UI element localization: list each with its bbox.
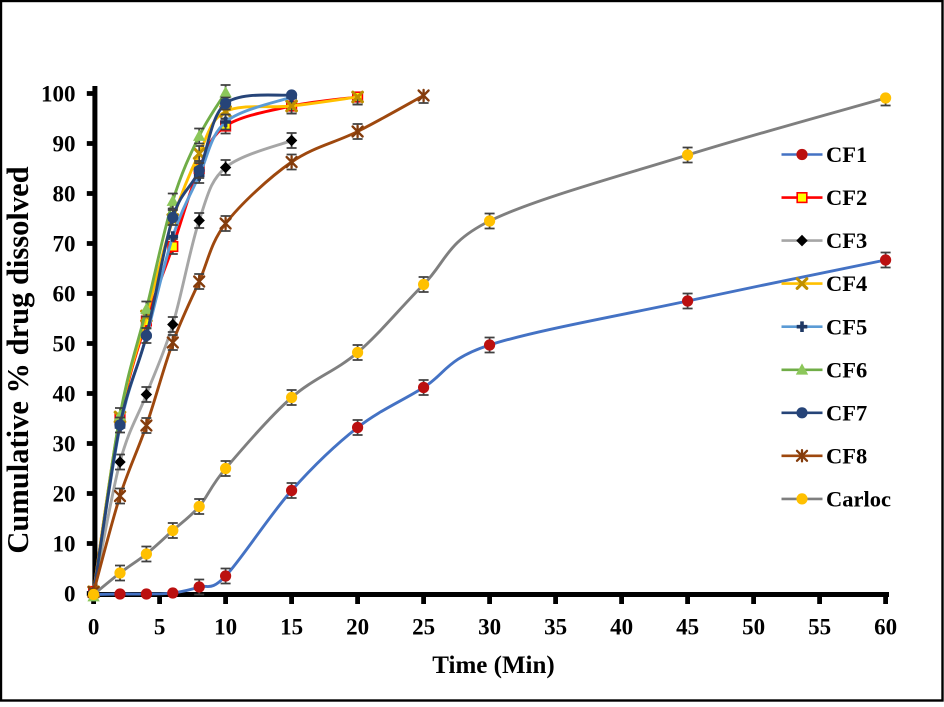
svg-text:55: 55 <box>808 615 831 640</box>
svg-text:CF7: CF7 <box>826 400 867 425</box>
svg-text:25: 25 <box>412 615 435 640</box>
svg-text:40: 40 <box>610 615 633 640</box>
svg-text:70: 70 <box>53 231 76 256</box>
svg-text:10: 10 <box>214 615 237 640</box>
svg-text:CF6: CF6 <box>826 357 867 382</box>
svg-text:CF5: CF5 <box>826 314 867 339</box>
svg-text:50: 50 <box>742 615 765 640</box>
svg-text:90: 90 <box>53 131 76 156</box>
svg-text:50: 50 <box>53 331 76 356</box>
svg-text:20: 20 <box>53 481 76 506</box>
svg-text:Cumulative % drug dissolved: Cumulative % drug dissolved <box>1 166 35 553</box>
svg-text:CF4: CF4 <box>826 271 867 296</box>
svg-text:CF3: CF3 <box>826 228 867 253</box>
svg-text:10: 10 <box>53 531 76 556</box>
svg-text:Time (Min): Time (Min) <box>432 652 554 679</box>
svg-text:CF2: CF2 <box>826 185 867 210</box>
svg-text:0: 0 <box>88 615 100 640</box>
svg-text:30: 30 <box>53 431 76 456</box>
svg-text:CF1: CF1 <box>826 142 867 167</box>
svg-text:0: 0 <box>64 581 76 606</box>
svg-text:60: 60 <box>53 281 76 306</box>
svg-text:CF8: CF8 <box>826 443 867 468</box>
svg-text:60: 60 <box>874 615 897 640</box>
svg-text:15: 15 <box>280 615 303 640</box>
svg-text:30: 30 <box>478 615 501 640</box>
svg-text:20: 20 <box>346 615 369 640</box>
svg-text:100: 100 <box>41 81 76 106</box>
svg-text:35: 35 <box>544 615 567 640</box>
svg-text:40: 40 <box>53 381 76 406</box>
svg-text:Carloc: Carloc <box>826 487 891 512</box>
svg-text:80: 80 <box>53 181 76 206</box>
svg-text:5: 5 <box>154 615 166 640</box>
svg-text:45: 45 <box>676 615 699 640</box>
